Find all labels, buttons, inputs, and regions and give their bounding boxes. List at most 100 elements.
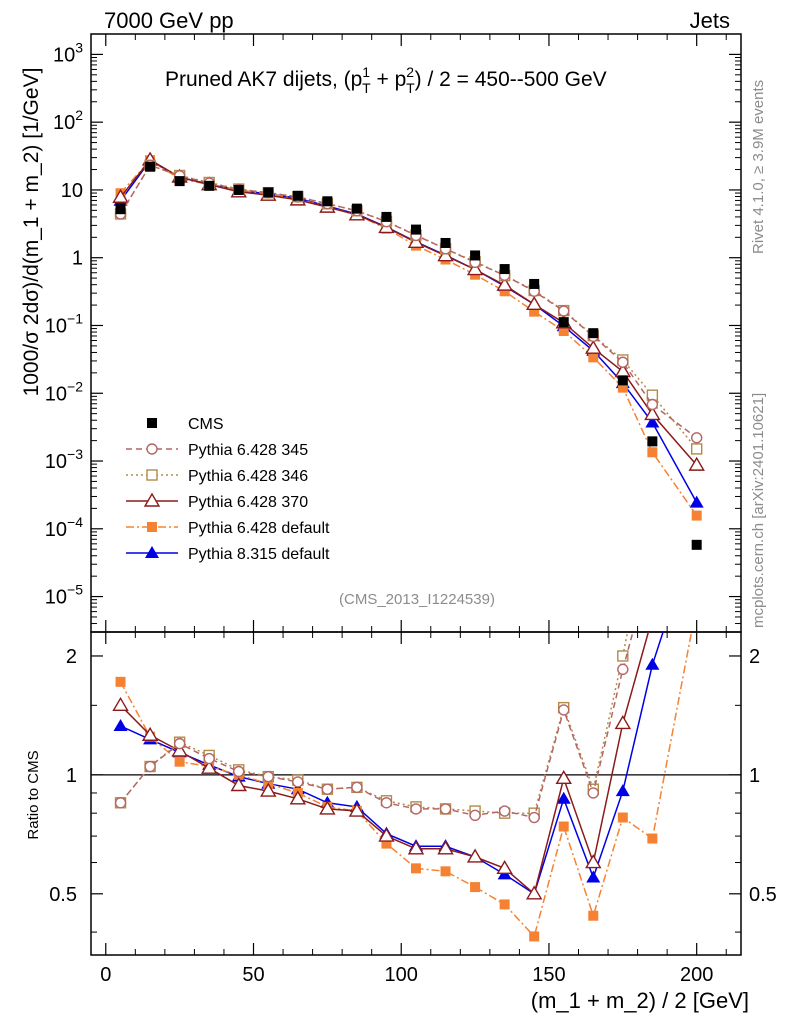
data-point-cms (351, 203, 362, 214)
ratio-panel-frame (90, 631, 742, 956)
data-point-pythia-6-428-345 (690, 432, 703, 444)
ratio-point-pythia-6-428-345 (233, 765, 245, 778)
data-point-cms (558, 317, 569, 328)
y-tick-label-ratio: 1 (66, 765, 77, 787)
data-point-cms (292, 190, 303, 201)
legend-entry-pythia-8-315-default: Pythia 8.315 default (126, 546, 330, 563)
ratio-point-pythia-6-428-345 (292, 776, 304, 788)
ratio-point-pythia-6-428-default (647, 833, 658, 844)
data-point-pythia-6-428-default (529, 306, 540, 317)
legend-label: Pythia 6.428 370 (188, 494, 308, 511)
y-tick-label-main: 10−3 (45, 446, 83, 473)
ratio-point-pythia-6-428-345 (469, 809, 481, 822)
y-tick-label-main: 10−2 (45, 378, 83, 405)
y-tick-label-ratio: 2 (66, 646, 77, 668)
ratio-point-pythia-6-428-345 (144, 760, 156, 773)
ratio-point-pythia-6-428-345 (380, 797, 393, 809)
ratio-point-pythia-6-428-default (174, 756, 185, 767)
ratio-point-pythia-6-428-345 (498, 805, 511, 817)
data-point-cms (588, 328, 599, 339)
data-point-pythia-6-428-370 (525, 295, 543, 311)
series-line-pythia-6-428-default (119, 159, 698, 517)
series-line-pythia-6-428-346 (119, 164, 698, 450)
ratio-point-pythia-6-428-default (499, 899, 510, 910)
ratio-point-pythia-6-428-345 (528, 811, 540, 824)
ratio-series-pythia-6-428-346 (114, 211, 702, 819)
ratio-point-pythia-8-315-default (690, 522, 704, 534)
legend-entry-pythia-6-428-346: Pythia 6.428 346 (126, 468, 308, 485)
ratio-point-pythia-6-428-370 (141, 726, 159, 741)
ratio-point-pythia-6-428-370 (496, 859, 513, 875)
y-axis-label-ratio: Ratio to CMS (25, 750, 42, 839)
ratio-point-pythia-6-428-default (588, 910, 599, 921)
ratio-series-pythia-8-315-default (113, 522, 704, 899)
legend-label: Pythia 8.315 default (188, 546, 330, 563)
ratio-point-pythia-6-428-370 (230, 777, 247, 792)
series-cms (115, 161, 702, 550)
data-point-pythia-6-428-370 (112, 188, 129, 203)
ratio-point-pythia-8-315-default (556, 791, 571, 804)
legend-label: Pythia 6.428 default (188, 520, 330, 537)
ratio-point-pythia-6-428-345 (262, 770, 274, 783)
series-pythia-6-428-346 (114, 159, 703, 455)
data-point-pythia-8-315-default (645, 415, 660, 428)
data-point-pythia-6-428-345 (617, 356, 629, 368)
data-point-pythia-8-315-default (689, 495, 704, 508)
ratio-point-pythia-6-428-370 (585, 854, 602, 869)
y-tick-exponent: −4 (67, 514, 83, 530)
ratio-point-pythia-6-428-345 (203, 752, 215, 765)
y-tick-label-main: 103 (53, 39, 83, 66)
y-tick-label-main: 10−4 (45, 514, 83, 541)
x-tick-label: 50 (242, 964, 264, 986)
legend-marker (147, 418, 157, 428)
y-tick-label-main: 1 (72, 248, 83, 270)
ratio-series-pythia-6-428-345 (114, 632, 634, 824)
ratio-point-pythia-6-428-346 (692, 211, 702, 221)
legend-marker (143, 492, 161, 507)
ratio-point-pythia-6-428-370 (466, 848, 484, 863)
legend-label: CMS (188, 416, 224, 433)
legend-marker (145, 546, 159, 558)
y-tick-label-ratio-right: 2 (749, 646, 760, 668)
y-tick-exponent: 3 (75, 39, 83, 55)
ratio-point-pythia-8-315-default (586, 870, 601, 883)
data-point-cms (381, 211, 392, 222)
data-point-cms (174, 176, 185, 187)
data-point-cms (617, 375, 628, 386)
data-point-pythia-6-428-default (588, 352, 599, 363)
y-axis-label-main: 1000/σ 2dσ)/d(m_1 + m_2) [1/GeV] (20, 68, 43, 397)
x-tick-label: 200 (680, 964, 713, 986)
data-point-cms (499, 264, 510, 275)
ratio-point-pythia-6-428-default (411, 863, 421, 874)
x-tick-label: 100 (385, 964, 418, 986)
ratio-point-pythia-6-428-346 (647, 501, 657, 511)
y-tick-exponent: 2 (75, 107, 83, 123)
data-point-pythia-6-428-370 (496, 276, 513, 291)
data-point-pythia-6-428-345 (558, 305, 570, 317)
rivet-label: Rivet 4.1.0, ≥ 3.9M events (750, 80, 767, 254)
data-point-pythia-6-428-370 (688, 456, 705, 471)
ratio-point-pythia-6-428-345 (321, 783, 334, 795)
main-data-layer (112, 151, 705, 550)
data-point-cms (529, 278, 540, 289)
data-point-cms (145, 161, 156, 172)
collision-label: 7000 GeV pp (104, 8, 234, 33)
x-axis-label: (m_1 + m_2) / 2 [GeV] (531, 988, 749, 1013)
ratio-point-pythia-6-428-default (440, 866, 451, 877)
data-point-cms (233, 184, 244, 195)
legend-entry-pythia-6-428-345: Pythia 6.428 345 (126, 442, 308, 459)
data-point-pythia-6-428-370 (466, 261, 484, 276)
y-tick-exponent: −3 (67, 446, 83, 462)
ratio-point-pythia-6-428-370 (378, 827, 395, 842)
ratio-point-pythia-6-428-default (529, 931, 540, 942)
ratio-data-layer (112, 211, 704, 942)
ratio-point-pythia-6-428-370 (555, 769, 572, 785)
legend-marker (146, 443, 158, 455)
ratio-point-pythia-6-428-346 (617, 650, 629, 662)
ratio-point-pythia-6-428-default (558, 821, 569, 832)
data-point-cms (322, 196, 333, 207)
ratio-point-pythia-6-428-default (692, 599, 702, 609)
x-tick-label: 0 (100, 964, 111, 986)
data-point-cms (411, 224, 421, 235)
